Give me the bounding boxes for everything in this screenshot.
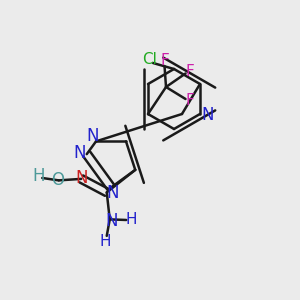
Text: N: N [87, 127, 99, 145]
Text: F: F [186, 93, 194, 108]
Text: O: O [51, 171, 64, 189]
Text: F: F [160, 53, 169, 68]
Text: H: H [32, 167, 45, 185]
Text: N: N [106, 184, 119, 202]
Text: N: N [73, 144, 85, 162]
Text: F: F [186, 64, 194, 80]
Text: N: N [105, 212, 118, 230]
Text: Cl: Cl [142, 52, 158, 68]
Text: N: N [201, 106, 214, 124]
Text: N: N [76, 169, 88, 187]
Text: H: H [125, 212, 136, 227]
Text: H: H [100, 234, 111, 249]
